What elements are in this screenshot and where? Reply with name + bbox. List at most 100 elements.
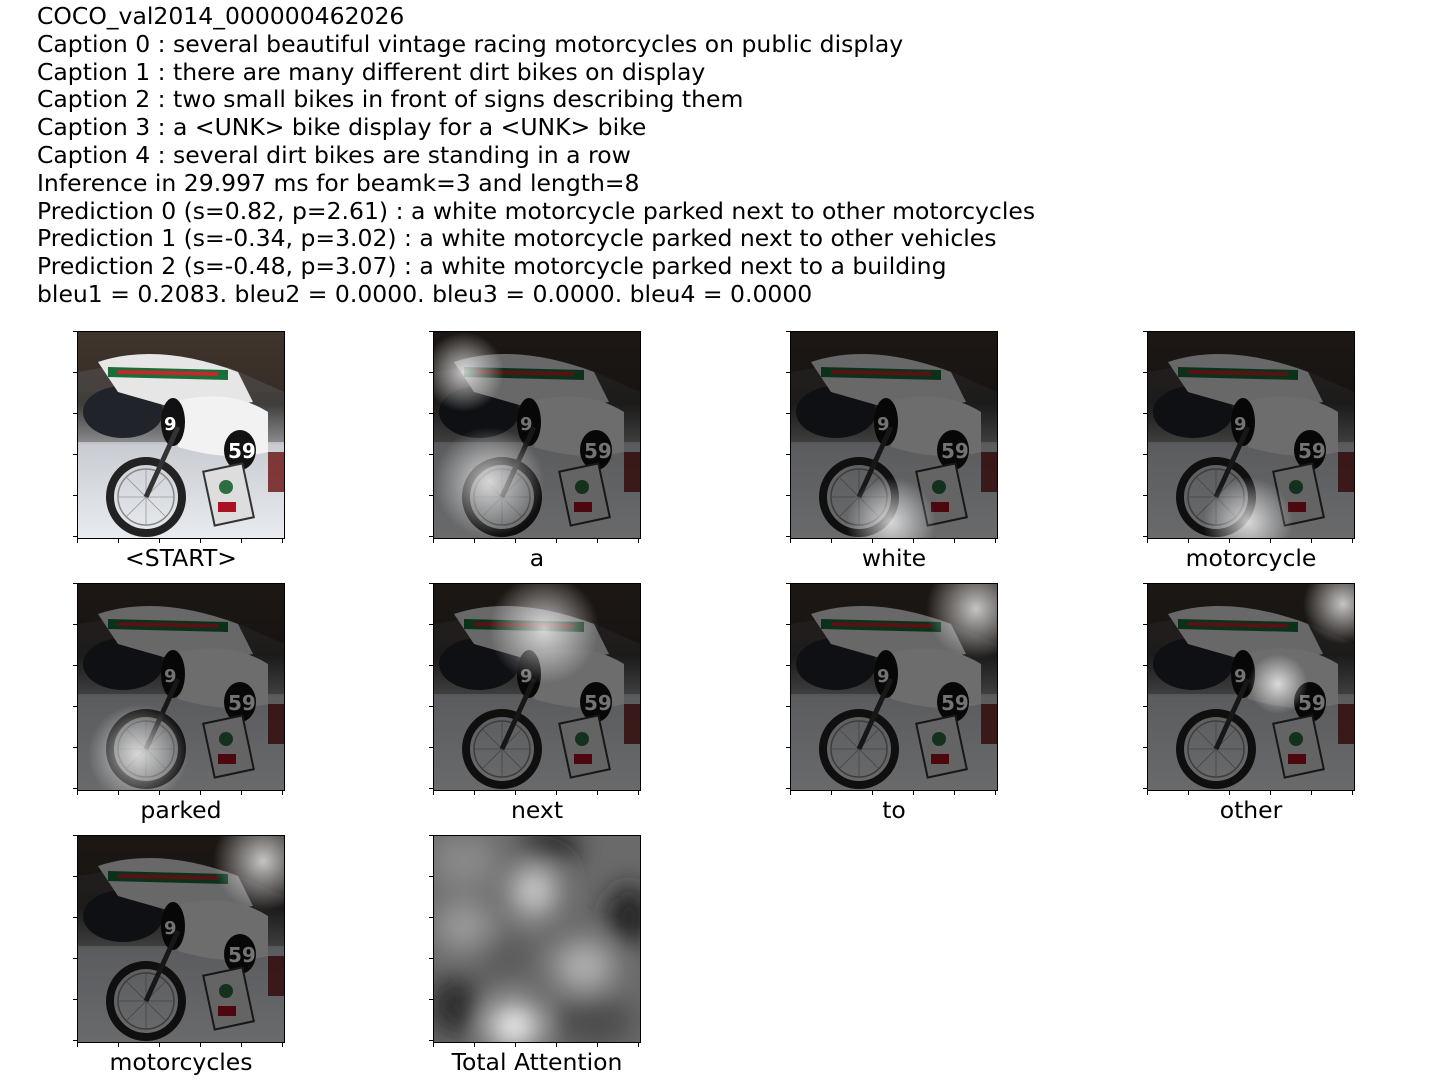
- y-tick: [429, 788, 433, 789]
- y-tick: [1143, 372, 1147, 373]
- panel-image: [434, 836, 640, 1042]
- x-tick: [556, 1043, 557, 1047]
- y-tick: [73, 835, 77, 836]
- x-tick: [790, 539, 791, 543]
- x-tick: [913, 539, 914, 543]
- y-tick: [73, 536, 77, 537]
- panel-image: 59 9: [78, 836, 284, 1042]
- y-tick: [1143, 665, 1147, 666]
- y-tick: [1143, 624, 1147, 625]
- x-tick: [159, 791, 160, 795]
- y-tick: [73, 331, 77, 332]
- panel-label: <START>: [125, 544, 237, 572]
- y-tick: [1143, 536, 1147, 537]
- panel-image: 59 9: [1148, 332, 1354, 538]
- panel-image: 59 9: [78, 584, 284, 790]
- y-tick: [73, 454, 77, 455]
- svg-text:59: 59: [228, 439, 256, 463]
- x-tick: [1352, 539, 1353, 543]
- x-tick: [241, 1043, 242, 1047]
- attention-map: 59 9: [433, 331, 641, 539]
- y-tick: [429, 665, 433, 666]
- x-tick: [241, 539, 242, 543]
- y-tick: [73, 917, 77, 918]
- y-tick: [429, 1040, 433, 1041]
- y-tick: [429, 624, 433, 625]
- x-tick: [241, 791, 242, 795]
- y-tick: [1143, 454, 1147, 455]
- panel-label: Total Attention: [451, 1048, 623, 1076]
- x-tick: [118, 1043, 119, 1047]
- y-tick: [73, 1040, 77, 1041]
- x-tick: [790, 791, 791, 795]
- x-tick: [954, 539, 955, 543]
- inference-time: Inference in 29.997 ms for beamk=3 and l…: [37, 168, 640, 197]
- caption-1: Caption 1 : there are many different dir…: [37, 57, 706, 86]
- panel-label: to: [882, 796, 906, 824]
- x-tick: [995, 539, 996, 543]
- panel-image: 59 9: [434, 584, 640, 790]
- x-tick: [995, 791, 996, 795]
- attention-map: 59 9: [433, 583, 641, 791]
- panel-label: motorcycles: [109, 1048, 253, 1076]
- x-tick: [1188, 539, 1189, 543]
- caption-2: Caption 2 : two small bikes in front of …: [37, 85, 744, 114]
- figure-header: COCO_val2014_000000462026 Caption 0 : se…: [37, 2, 1036, 309]
- y-tick: [786, 536, 790, 537]
- total-attention-map: [433, 835, 641, 1043]
- attention-map: 59 9: [790, 583, 998, 791]
- y-tick: [73, 495, 77, 496]
- panel-image: 59 9: [791, 584, 997, 790]
- x-tick: [1147, 539, 1148, 543]
- svg-text:9: 9: [164, 414, 177, 435]
- x-tick: [1229, 791, 1230, 795]
- y-tick: [73, 706, 77, 707]
- y-tick: [1143, 583, 1147, 584]
- attention-map: 59 9: [77, 835, 285, 1043]
- x-tick: [77, 539, 78, 543]
- x-tick: [1311, 539, 1312, 543]
- y-tick: [429, 706, 433, 707]
- panel-image: 59 9: [78, 332, 284, 538]
- prediction-0: Prediction 0 (s=0.82, p=2.61) : a white …: [37, 196, 1036, 225]
- x-tick: [556, 539, 557, 543]
- x-tick: [474, 539, 475, 543]
- y-tick: [786, 665, 790, 666]
- y-tick: [1143, 747, 1147, 748]
- x-tick: [200, 539, 201, 543]
- x-tick: [282, 791, 283, 795]
- y-tick: [786, 413, 790, 414]
- caption-3: Caption 3 : a <UNK> bike display for a <…: [37, 113, 647, 142]
- x-tick: [433, 1043, 434, 1047]
- y-tick: [1143, 788, 1147, 789]
- image-id: COCO_val2014_000000462026: [37, 2, 405, 30]
- y-tick: [1143, 331, 1147, 332]
- x-tick: [913, 791, 914, 795]
- y-tick: [73, 372, 77, 373]
- panel-label: other: [1219, 796, 1283, 824]
- x-tick: [1270, 791, 1271, 795]
- x-tick: [597, 539, 598, 543]
- x-tick: [831, 539, 832, 543]
- x-tick: [118, 791, 119, 795]
- y-tick: [429, 835, 433, 836]
- input-image: 59 9: [77, 331, 285, 539]
- y-tick: [786, 495, 790, 496]
- x-tick: [872, 539, 873, 543]
- y-tick: [786, 788, 790, 789]
- panel-image: 59 9: [1148, 584, 1354, 790]
- y-tick: [429, 583, 433, 584]
- panel-image: 59 9: [434, 332, 640, 538]
- x-tick: [118, 539, 119, 543]
- x-tick: [597, 1043, 598, 1047]
- x-tick: [433, 791, 434, 795]
- x-tick: [515, 1043, 516, 1047]
- x-tick: [159, 1043, 160, 1047]
- x-tick: [831, 791, 832, 795]
- panel-label: white: [861, 544, 927, 572]
- panel-label: motorcycle: [1185, 544, 1317, 572]
- caption-0: Caption 0 : several beautiful vintage ra…: [37, 29, 904, 58]
- y-tick: [429, 999, 433, 1000]
- panel-image: 59 9: [791, 332, 997, 538]
- x-tick: [638, 539, 639, 543]
